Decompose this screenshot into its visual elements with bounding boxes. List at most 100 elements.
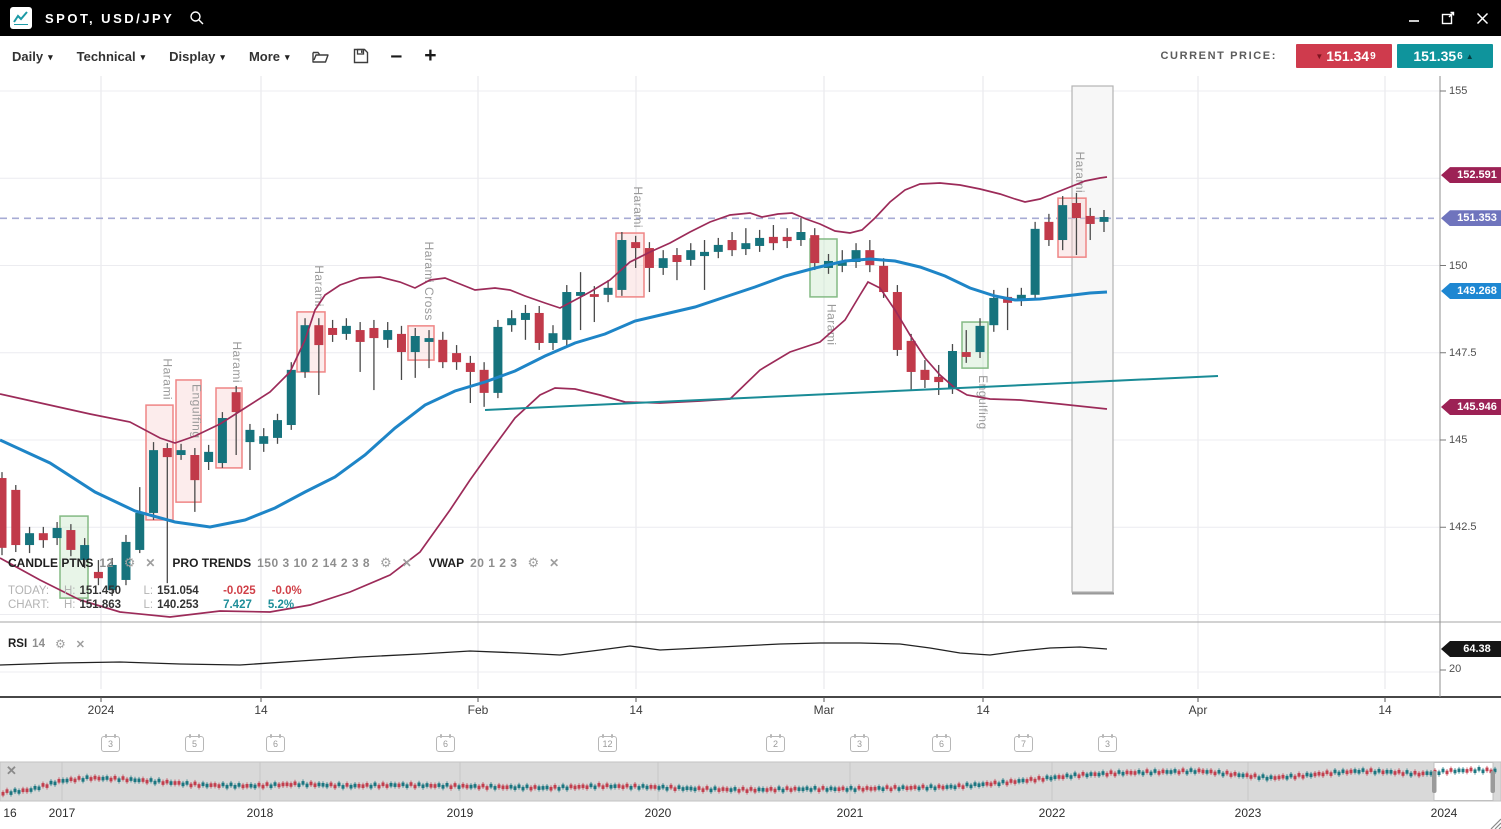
calendar-marker-icon[interactable]: 3 <box>101 734 120 752</box>
candle[interactable] <box>562 292 572 340</box>
candle[interactable] <box>273 420 282 438</box>
menu-technical[interactable]: Technical ▾ <box>77 49 146 64</box>
candle[interactable] <box>603 287 613 295</box>
open-folder-icon[interactable] <box>311 49 331 64</box>
candle[interactable] <box>851 250 861 263</box>
calendar-marker-icon[interactable]: 7 <box>1014 734 1033 752</box>
calendar-marker-icon[interactable]: 6 <box>932 734 951 752</box>
candle[interactable] <box>1099 216 1109 222</box>
candle[interactable] <box>52 527 62 539</box>
candle[interactable] <box>1071 203 1081 219</box>
candle[interactable] <box>410 335 420 353</box>
candle[interactable] <box>245 429 255 443</box>
calendar-marker-icon[interactable]: 5 <box>185 734 204 752</box>
candle[interactable] <box>438 339 448 363</box>
save-icon[interactable] <box>353 48 369 64</box>
calendar-marker-icon[interactable]: 6 <box>266 734 285 752</box>
candle[interactable] <box>493 326 503 393</box>
candle[interactable] <box>190 455 200 481</box>
candle[interactable] <box>892 292 902 350</box>
candle[interactable] <box>741 243 751 250</box>
candle[interactable] <box>149 450 159 513</box>
close-icon[interactable]: ✕ <box>401 556 412 570</box>
candle[interactable] <box>355 330 365 342</box>
candle[interactable] <box>1016 294 1026 301</box>
candle[interactable] <box>314 325 324 346</box>
calendar-marker-icon[interactable]: 3 <box>850 734 869 752</box>
navigator-close-icon[interactable]: ✕ <box>6 763 17 778</box>
candle[interactable] <box>452 353 462 363</box>
candle[interactable] <box>1058 205 1068 241</box>
calendar-marker-icon[interactable]: 6 <box>436 734 455 752</box>
zoom-in-button[interactable]: + <box>424 44 437 67</box>
candle[interactable] <box>520 312 530 320</box>
calendar-marker-icon[interactable]: 2 <box>766 734 785 752</box>
minimize-button[interactable] <box>1405 9 1423 27</box>
candle[interactable] <box>341 325 351 334</box>
candle[interactable] <box>176 450 186 456</box>
navigator-track[interactable] <box>0 761 1501 802</box>
candle[interactable] <box>231 392 241 413</box>
candle[interactable] <box>38 533 48 541</box>
candle[interactable] <box>589 294 599 297</box>
candle[interactable] <box>631 242 641 249</box>
pattern-box-unlabeled[interactable] <box>59 515 89 599</box>
candle[interactable] <box>920 369 930 380</box>
candle[interactable] <box>1044 221 1054 241</box>
candle[interactable] <box>617 240 627 290</box>
candle[interactable] <box>658 258 668 268</box>
candle[interactable] <box>796 231 806 241</box>
candle[interactable] <box>989 297 999 326</box>
candle[interactable] <box>548 333 558 343</box>
candle[interactable] <box>810 235 820 264</box>
candle[interactable] <box>286 369 296 425</box>
candle[interactable] <box>1085 215 1095 224</box>
candle[interactable] <box>686 250 696 260</box>
candle[interactable] <box>259 436 269 444</box>
candle[interactable] <box>727 240 737 251</box>
zoom-out-button[interactable]: – <box>390 44 403 67</box>
candle[interactable] <box>465 362 475 372</box>
candle[interactable] <box>768 236 778 244</box>
candle[interactable] <box>906 340 916 372</box>
candle[interactable] <box>934 376 944 383</box>
candle[interactable] <box>121 541 131 580</box>
menu-more[interactable]: More ▾ <box>249 49 290 64</box>
candle[interactable] <box>700 251 710 257</box>
candle[interactable] <box>837 260 847 266</box>
candle[interactable] <box>396 333 406 353</box>
candle[interactable] <box>879 265 889 293</box>
candle[interactable] <box>1030 228 1040 295</box>
candle[interactable] <box>25 533 35 546</box>
candle[interactable] <box>11 489 21 546</box>
gear-icon[interactable]: ⚙ <box>380 555 392 570</box>
candle[interactable] <box>713 244 723 252</box>
candle[interactable] <box>0 478 7 548</box>
gear-icon[interactable]: ⚙ <box>54 637 66 651</box>
calendar-marker-icon[interactable]: 3 <box>1098 734 1117 752</box>
candle[interactable] <box>644 248 654 268</box>
candle[interactable] <box>961 352 971 357</box>
candle[interactable] <box>300 325 310 372</box>
search-icon[interactable] <box>189 10 205 26</box>
close-icon[interactable]: ✕ <box>75 638 85 651</box>
menu-display[interactable]: Display ▾ <box>169 49 225 64</box>
candle[interactable] <box>507 318 517 326</box>
calendar-marker-icon[interactable]: 12 <box>598 734 617 752</box>
popout-button[interactable] <box>1439 9 1457 27</box>
candle[interactable] <box>93 571 103 579</box>
close-icon[interactable]: ✕ <box>145 556 156 570</box>
menu-timeframe[interactable]: Daily ▾ <box>12 49 53 64</box>
navigator-handle-left[interactable] <box>1432 771 1437 793</box>
close-button[interactable] <box>1473 9 1491 27</box>
gear-icon[interactable]: ⚙ <box>527 555 540 570</box>
close-icon[interactable]: ✕ <box>549 556 560 570</box>
gear-icon[interactable]: ⚙ <box>123 555 136 570</box>
candle[interactable] <box>424 338 434 342</box>
candle[interactable] <box>947 351 957 388</box>
candle[interactable] <box>975 325 985 353</box>
candle[interactable] <box>672 255 682 263</box>
candle[interactable] <box>755 237 765 246</box>
candle[interactable] <box>576 292 586 296</box>
